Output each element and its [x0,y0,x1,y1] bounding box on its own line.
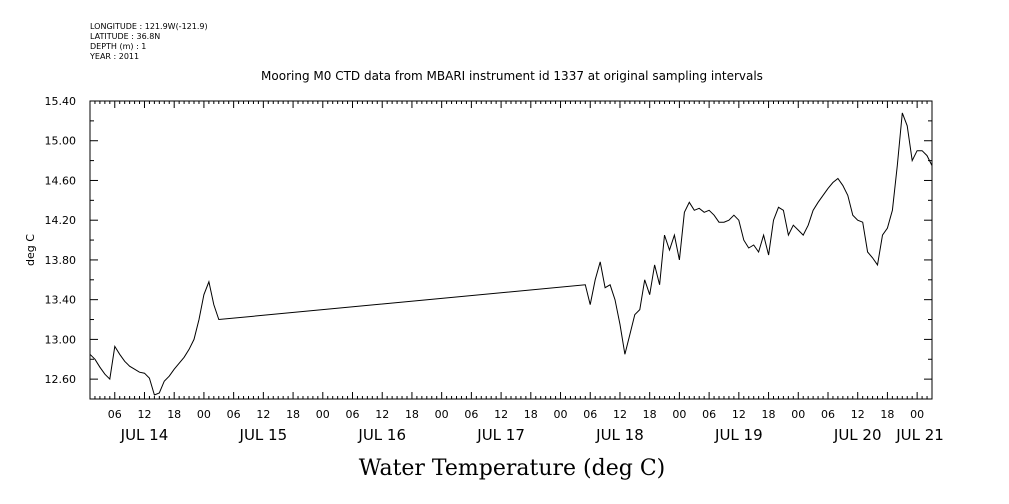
plot-frame [89,100,933,400]
chart-title: Mooring M0 CTD data from MBARI instrumen… [261,69,763,83]
x-tick-label: 12 [851,408,865,421]
y-tick-label: 13.40 [45,294,77,307]
x-tick-label: 12 [494,408,508,421]
day-label: JUL 17 [476,426,525,444]
day-label: JUL 19 [714,426,763,444]
x-tick-label: 00 [197,408,211,421]
day-label: JUL 16 [357,426,406,444]
y-tick-label: 12.60 [45,373,77,386]
latitude-label: LATITUDE : 36.8N [90,32,160,41]
y-axis: 12.60 13.00 13.40 13.80 14.20 14.60 15.00 15.40 [45,95,932,400]
x-tick-label: 00 [435,408,449,421]
x-tick-label: 18 [167,408,181,421]
x-tick-label: 00 [554,408,568,421]
x-tick-label: 18 [405,408,419,421]
day-label: JUL 15 [239,426,288,444]
y-tick-label: 15.40 [45,95,77,108]
y-tick-label: 13.00 [45,333,77,346]
y-tick-label: 15.00 [45,135,77,148]
day-label: JUL 20 [833,426,882,444]
x-tick-label: 06 [702,408,716,421]
day-labels: JUL 14 JUL 15 JUL 16 JUL 17 JUL 18 JUL 19 JUL … [120,426,944,444]
day-label: JUL 18 [595,426,644,444]
day-label: JUL 14 [120,426,169,444]
x-tick-label: 06 [464,408,478,421]
x-tick-label: 18 [286,408,300,421]
y-tick-label: 13.80 [45,254,77,267]
depth-label: DEPTH (m) : 1 [90,42,146,51]
x-tick-label: 00 [791,408,805,421]
x-tick-label: 12 [613,408,627,421]
x-tick-label: 18 [524,408,538,421]
y-axis-label: deg C [24,234,37,266]
x-tick-label: 00 [910,408,924,421]
x-axis: 06 12 18 00 06 12 18 00 06 12 18 00 06 12 18 00 06 12 18 00… [89,101,933,421]
year-label: YEAR : 2011 [89,52,139,61]
x-tick-label: 12 [137,408,151,421]
x-tick-label: 00 [672,408,686,421]
x-tick-label: 06 [108,408,122,421]
x-tick-label: 12 [256,408,270,421]
x-tick-label: 18 [762,408,776,421]
x-tick-label: 06 [227,408,241,421]
x-tick-label: 12 [732,408,746,421]
y-tick-label: 14.60 [45,174,77,187]
x-axis-label: Water Temperature (deg C) [359,456,666,481]
x-tick-label: 18 [643,408,657,421]
day-label: JUL 21 [895,426,944,444]
y-tick-label: 14.20 [45,214,77,227]
x-tick-label: 06 [821,408,835,421]
series-line [89,112,933,396]
x-tick-label: 18 [880,408,894,421]
x-tick-label: 06 [583,408,597,421]
x-tick-label: 06 [346,408,360,421]
x-tick-label: 00 [316,408,330,421]
longitude-label: LONGITUDE : 121.9W(-121.9) [90,22,208,31]
x-tick-label: 12 [375,408,389,421]
